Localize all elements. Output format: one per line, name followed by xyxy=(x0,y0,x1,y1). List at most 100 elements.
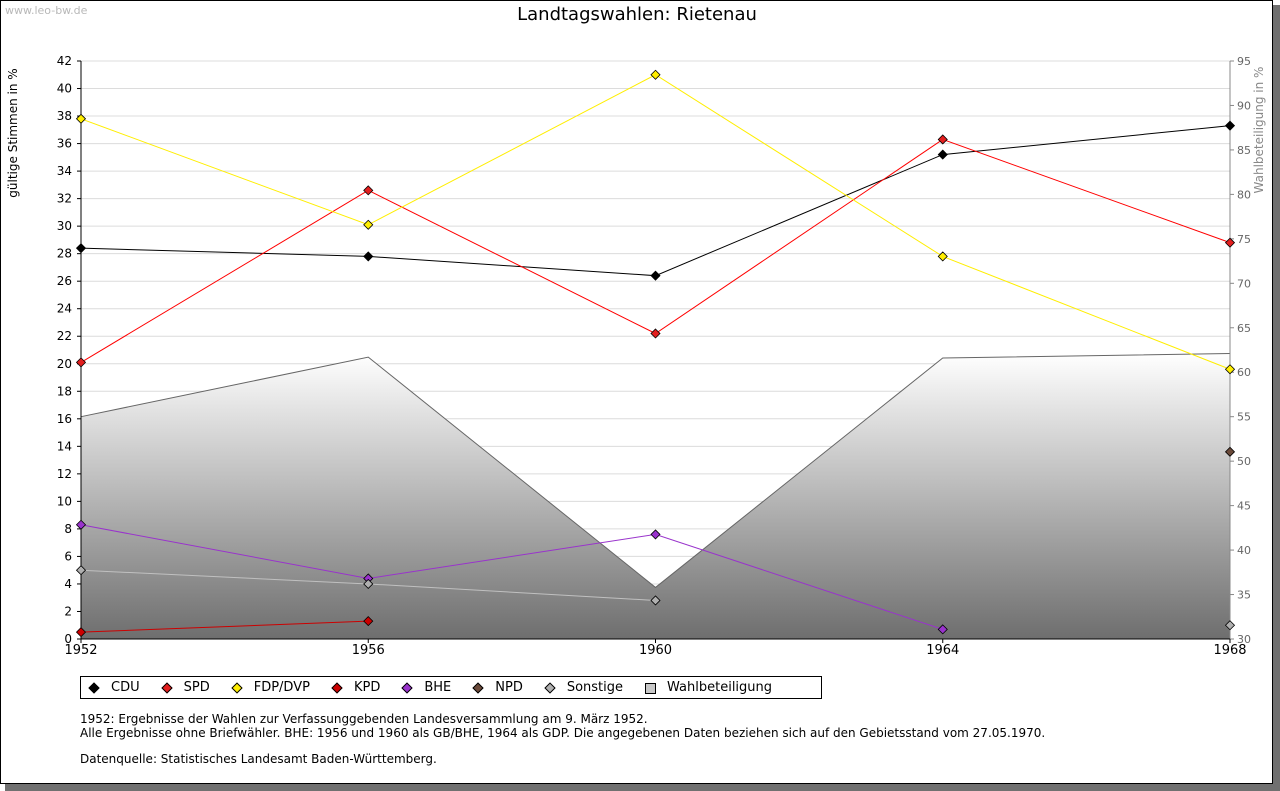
legend-marker xyxy=(160,681,173,694)
legend-label: KPD xyxy=(353,680,381,695)
x-tick-label: 1952 xyxy=(64,643,97,658)
y-tick-label: 38 xyxy=(57,109,72,123)
marker-fdp-dvp-1960 xyxy=(650,69,661,80)
marker-cdu-1952 xyxy=(75,243,87,254)
legend-label: BHE xyxy=(424,680,452,695)
marker-bhe-1960 xyxy=(650,529,661,540)
x-tick-label: 1960 xyxy=(639,643,672,658)
y-tick-label: 30 xyxy=(57,219,72,233)
legend-marker xyxy=(88,681,100,694)
y2-tick-label: 65 xyxy=(1237,322,1251,335)
marker-spd-1952 xyxy=(75,357,87,368)
footnotes: 1952: Ergebnisse der Wahlen zur Verfassu… xyxy=(80,712,1045,766)
marker-cdu-1964 xyxy=(937,149,948,160)
legend-item: CDU xyxy=(88,680,140,695)
y-tick-label: 2 xyxy=(64,604,72,618)
marker-spd-1968 xyxy=(1224,237,1236,248)
y-tick-label: 22 xyxy=(57,329,72,343)
marker-fdp-dvp-1964 xyxy=(937,251,948,262)
watermark: www.leo-bw.de xyxy=(5,4,88,17)
y-tick-label: 4 xyxy=(64,577,72,591)
y-tick-label: 6 xyxy=(64,549,72,563)
marker-sonstige-1968 xyxy=(1224,620,1236,631)
y-tick-label: 12 xyxy=(57,467,72,481)
marker-sonstige-1952 xyxy=(75,565,87,576)
marker-sonstige-1956 xyxy=(363,578,374,590)
y-tick-label: 14 xyxy=(57,439,72,453)
legend-item: Wahlbeteiligung xyxy=(645,680,772,695)
y2-tick-label: 95 xyxy=(1237,55,1251,68)
y2-tick-label: 80 xyxy=(1237,188,1251,201)
y-axis-label: gültige Stimmen in % xyxy=(6,68,20,197)
legend-label: Sonstige xyxy=(566,680,624,695)
y2-tick-label: 35 xyxy=(1237,589,1251,602)
marker-fdp-dvp-1956 xyxy=(363,219,374,230)
y-tick-label: 0 xyxy=(64,632,72,646)
legend-item: BHE xyxy=(401,680,452,695)
legend-marker xyxy=(472,681,484,694)
y-tick-label: 32 xyxy=(57,192,72,206)
marker-sonstige-1960 xyxy=(650,595,661,606)
frame-shadow-bottom xyxy=(5,784,1280,791)
marker-kpd-1952 xyxy=(75,627,87,638)
x-tick-label: 1964 xyxy=(926,643,959,658)
marker-cdu-1968 xyxy=(1224,120,1236,131)
marker-bhe-1964 xyxy=(937,624,948,635)
series-markers xyxy=(75,69,1236,638)
legend-label: Wahlbeteiligung xyxy=(667,680,773,695)
series-line-bhe xyxy=(80,524,943,630)
marker-cdu-1956 xyxy=(363,251,374,262)
y-tick-label: 34 xyxy=(57,164,72,178)
legend-marker xyxy=(231,681,243,694)
turnout-area-line xyxy=(80,353,1231,589)
legend-item: Sonstige xyxy=(544,680,624,695)
marker-spd-1960 xyxy=(650,328,661,339)
series-line-kpd xyxy=(80,620,369,633)
y2-tick-label: 60 xyxy=(1237,366,1251,379)
axes: 0246810121416182022242628303234363840423… xyxy=(57,54,1251,658)
legend-item: SPD xyxy=(160,680,210,695)
y-tick-label: 20 xyxy=(57,357,72,371)
legend: CDU SPD FDP/DVP KPD BHE NPD Sonstige Wahlbeteil… xyxy=(80,676,822,699)
series-line-fdp-dvp xyxy=(80,74,1231,370)
y-tick-label: 18 xyxy=(57,384,72,398)
legend-item: NPD xyxy=(472,680,523,695)
y2-tick-label: 75 xyxy=(1237,233,1251,246)
y2-tick-label: 85 xyxy=(1237,144,1251,157)
legend-marker xyxy=(645,682,657,694)
y2-tick-label: 55 xyxy=(1237,411,1251,424)
footnote-line-1: 1952: Ergebnisse der Wahlen zur Verfassu… xyxy=(80,712,648,726)
y-tick-label: 24 xyxy=(57,302,72,316)
x-tick-label: 1956 xyxy=(352,643,385,658)
legend-marker xyxy=(331,681,343,694)
y2-tick-label: 70 xyxy=(1237,277,1251,290)
y-tick-label: 36 xyxy=(57,137,72,151)
y2-tick-label: 50 xyxy=(1237,455,1251,468)
y-tick-label: 40 xyxy=(57,82,72,96)
legend-item: KPD xyxy=(331,680,381,695)
chart-title: Landtagswahlen: Rietenau xyxy=(517,4,757,25)
x-tick-label: 1968 xyxy=(1213,643,1246,658)
marker-spd-1964 xyxy=(937,134,948,145)
y2-tick-label: 30 xyxy=(1237,633,1251,646)
marker-kpd-1956 xyxy=(363,616,374,627)
y-tick-label: 28 xyxy=(57,247,72,261)
y2-tick-label: 45 xyxy=(1237,500,1251,513)
legend-marker xyxy=(401,681,413,694)
footnote-source: Datenquelle: Statistisches Landesamt Bad… xyxy=(80,752,437,766)
legend-marker xyxy=(544,681,556,694)
y2-axis-label: Wahlbeteiligung in % xyxy=(1252,67,1266,194)
frame-shadow-right xyxy=(1273,5,1280,791)
marker-bhe-1952 xyxy=(75,519,87,530)
y2-tick-label: 90 xyxy=(1237,99,1251,112)
marker-fdp-dvp-1968 xyxy=(1224,364,1236,375)
legend-label: NPD xyxy=(495,680,523,695)
legend-label: CDU xyxy=(111,680,140,695)
turnout-area-fill xyxy=(81,353,1230,639)
marker-fdp-dvp-1952 xyxy=(75,113,87,124)
y-tick-label: 16 xyxy=(57,412,72,426)
y-tick-label: 42 xyxy=(57,54,72,68)
y-tick-label: 10 xyxy=(57,494,72,508)
y2-tick-label: 40 xyxy=(1237,544,1251,557)
